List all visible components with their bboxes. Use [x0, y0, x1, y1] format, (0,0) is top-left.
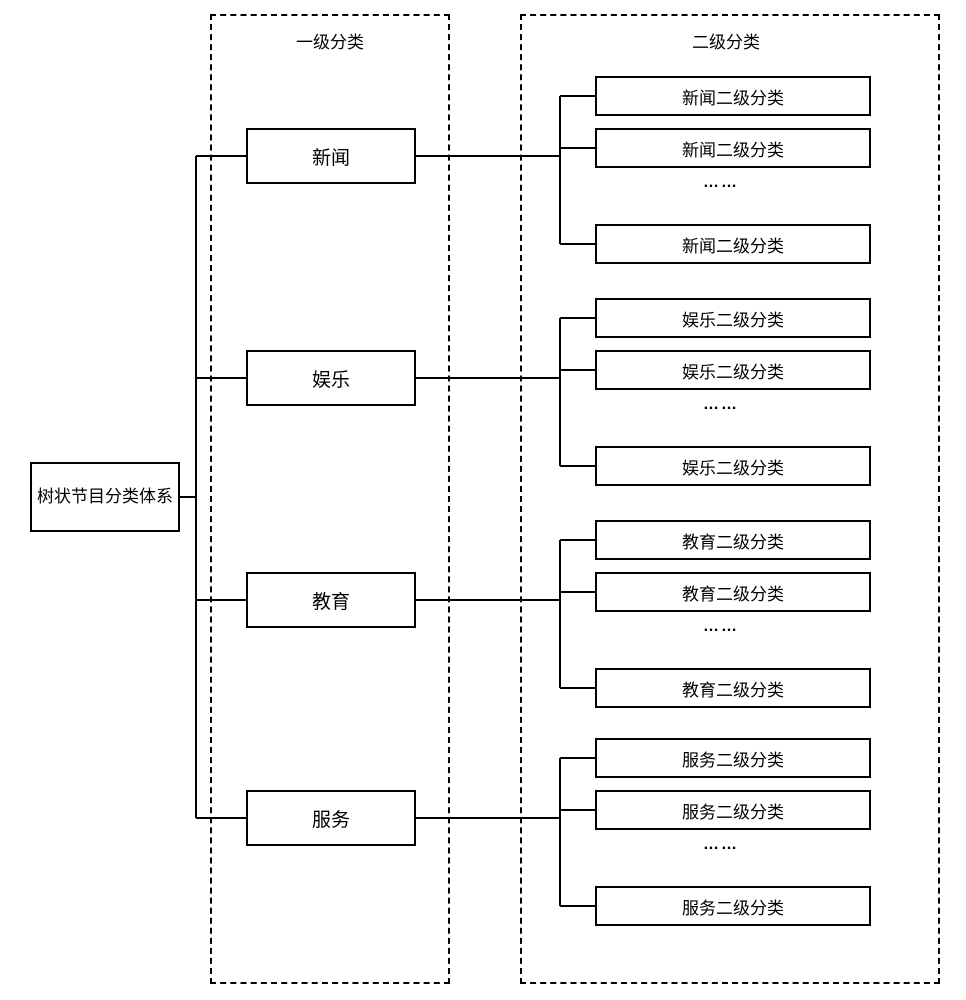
ellipsis-news: ……	[703, 174, 739, 192]
connector	[560, 539, 595, 541]
connector	[196, 155, 246, 157]
connector	[196, 377, 246, 379]
connector	[560, 757, 595, 759]
level2-node-service-1: 服务二级分类	[595, 790, 871, 830]
connector	[560, 147, 595, 149]
connector	[560, 369, 595, 371]
connector	[560, 591, 595, 593]
connector	[196, 599, 246, 601]
level2-node-service-0: 服务二级分类	[595, 738, 871, 778]
connector	[416, 377, 560, 379]
root-node: 树状节目分类体系	[30, 462, 180, 532]
connector	[196, 817, 246, 819]
connector	[559, 96, 561, 244]
connector	[195, 156, 197, 818]
level1-node-education: 教育	[246, 572, 416, 628]
connector	[559, 318, 561, 466]
level2-node-service-2: 服务二级分类	[595, 886, 871, 926]
level2-node-entertainment-0: 娱乐二级分类	[595, 298, 871, 338]
level2-node-education-0: 教育二级分类	[595, 520, 871, 560]
ellipsis-education: ……	[703, 618, 739, 636]
connector	[416, 599, 560, 601]
panel-level1-title: 一级分类	[292, 28, 368, 53]
connector	[559, 540, 561, 688]
ellipsis-service: ……	[703, 836, 739, 854]
connector	[560, 687, 595, 689]
level1-node-news: 新闻	[246, 128, 416, 184]
connector	[560, 809, 595, 811]
panel-level2-title: 二级分类	[688, 28, 764, 53]
connector	[560, 465, 595, 467]
level2-node-entertainment-2: 娱乐二级分类	[595, 446, 871, 486]
level2-node-news-1: 新闻二级分类	[595, 128, 871, 168]
connector	[180, 496, 196, 498]
level2-node-education-2: 教育二级分类	[595, 668, 871, 708]
connector	[560, 317, 595, 319]
level1-node-service: 服务	[246, 790, 416, 846]
level2-node-entertainment-1: 娱乐二级分类	[595, 350, 871, 390]
connector	[416, 155, 560, 157]
level2-node-education-1: 教育二级分类	[595, 572, 871, 612]
connector	[559, 758, 561, 906]
level1-node-entertainment: 娱乐	[246, 350, 416, 406]
connector	[560, 905, 595, 907]
connector	[560, 243, 595, 245]
connector	[416, 817, 560, 819]
ellipsis-entertainment: ……	[703, 396, 739, 414]
level2-node-news-2: 新闻二级分类	[595, 224, 871, 264]
level2-node-news-0: 新闻二级分类	[595, 76, 871, 116]
connector	[560, 95, 595, 97]
